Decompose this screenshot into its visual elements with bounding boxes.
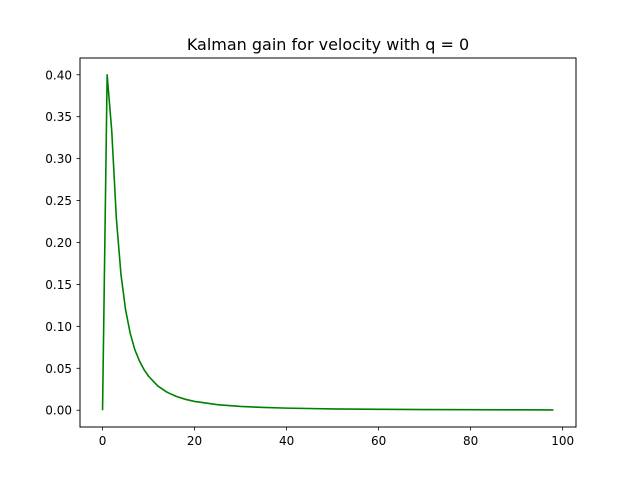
x-tick-label: 60 bbox=[371, 434, 386, 448]
series-layer bbox=[101, 73, 554, 411]
ticks-layer: 0 20 40 60 80 100 0.00 0.05 0.10 0.15 0.20 0.25 0.30… bbox=[45, 68, 574, 448]
x-tick-label: 20 bbox=[187, 434, 202, 448]
y-tick-label: 0.00 bbox=[45, 404, 72, 418]
y-tick-label: 0.20 bbox=[45, 236, 72, 250]
y-tick-label: 0.15 bbox=[45, 278, 72, 292]
series-line-0 bbox=[101, 73, 554, 411]
y-tick-label: 0.35 bbox=[45, 110, 72, 124]
x-tick-label: 40 bbox=[279, 434, 294, 448]
y-tick-label: 0.30 bbox=[45, 152, 72, 166]
x-tick-label: 0 bbox=[99, 434, 107, 448]
y-tick-label: 0.40 bbox=[45, 68, 72, 82]
chart-title: Kalman gain for velocity with q = 0 bbox=[187, 35, 469, 54]
x-tick-label: 80 bbox=[463, 434, 478, 448]
x-tick-label: 100 bbox=[551, 434, 574, 448]
y-tick-label: 0.05 bbox=[45, 362, 72, 376]
y-tick-label: 0.25 bbox=[45, 194, 72, 208]
y-tick-label: 0.10 bbox=[45, 320, 72, 334]
plot-frame bbox=[79, 57, 577, 428]
